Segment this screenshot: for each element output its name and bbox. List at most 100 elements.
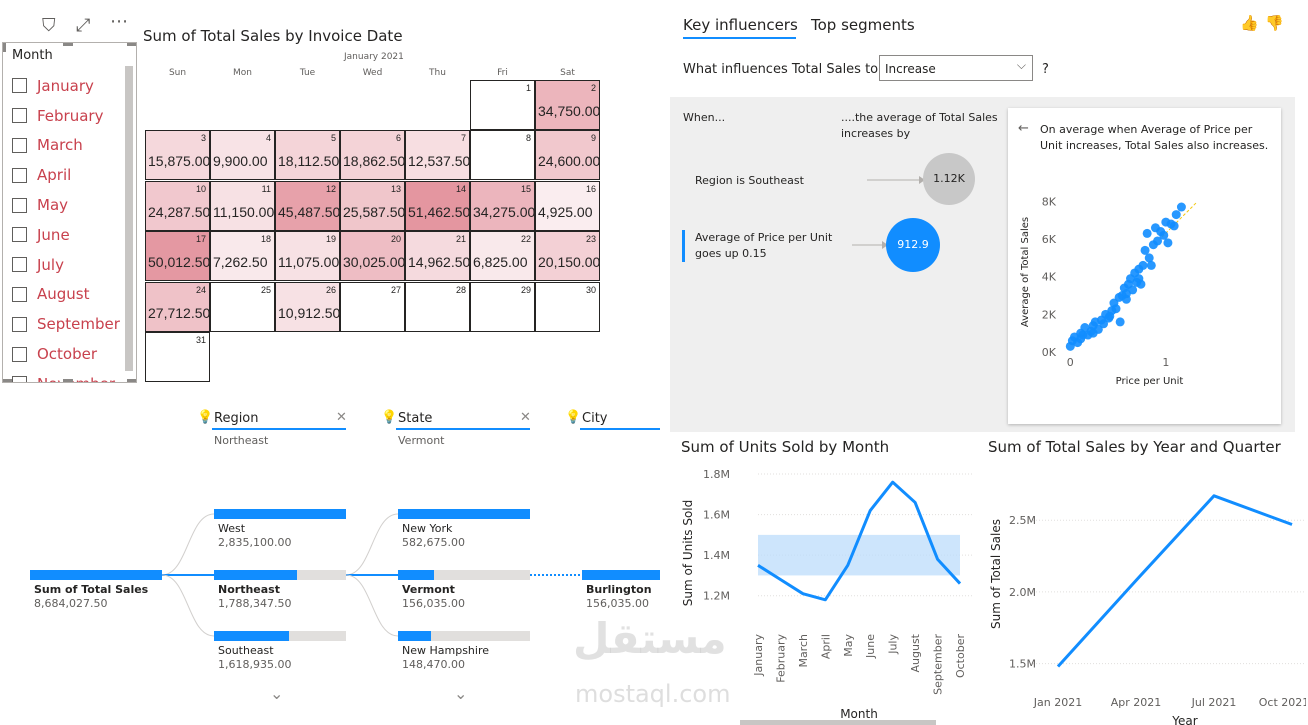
- slicer-item[interactable]: October: [12, 339, 124, 369]
- slicer-item[interactable]: January: [12, 71, 124, 101]
- calendar-day-cell[interactable]: 14 51,462.50: [405, 180, 470, 231]
- slicer-item[interactable]: September: [12, 309, 124, 339]
- calendar-day-cell[interactable]: 22 6,825.00: [470, 231, 535, 282]
- calendar-day-cell[interactable]: 16 4,925.00: [535, 180, 600, 231]
- help-icon[interactable]: ?: [1042, 62, 1049, 77]
- slicer-item[interactable]: May: [12, 190, 124, 220]
- calendar-day-cell[interactable]: 19 11,075.00: [275, 231, 340, 282]
- resize-handle[interactable]: [3, 379, 12, 382]
- calendar-day-cell[interactable]: 15 34,275.00: [470, 180, 535, 231]
- root-node-bar[interactable]: [30, 570, 162, 580]
- region-node-label: West: [218, 522, 246, 535]
- x-tick-label: January: [752, 634, 765, 677]
- calendar-day-cell[interactable]: 20 30,025.00: [340, 231, 405, 282]
- chevron-down-icon[interactable]: ⌄: [454, 684, 468, 703]
- state-node-bar[interactable]: [398, 509, 530, 519]
- bar-fill: [214, 509, 346, 519]
- calendar-day-cell[interactable]: 25: [210, 281, 275, 332]
- level-header[interactable]: City: [582, 411, 608, 426]
- state-node-bar[interactable]: [398, 570, 530, 580]
- increase-dropdown[interactable]: Increase ⌵: [879, 55, 1033, 81]
- resize-handle[interactable]: [127, 379, 136, 382]
- checkbox[interactable]: [12, 376, 27, 382]
- level-header[interactable]: Region: [214, 411, 259, 426]
- close-icon[interactable]: ✕: [336, 410, 347, 425]
- influencer-bubble[interactable]: 912.9: [886, 218, 940, 272]
- calendar-day-cell[interactable]: 6 18,862.50: [340, 130, 405, 181]
- calendar-day-cell[interactable]: 8: [470, 130, 535, 181]
- checkbox[interactable]: [12, 257, 27, 273]
- slicer-item[interactable]: November: [12, 369, 124, 382]
- calendar-day-cell[interactable]: 7 12,537.50: [405, 130, 470, 181]
- calendar-day-cell[interactable]: 28: [405, 281, 470, 332]
- lightbulb-icon[interactable]: 💡: [381, 410, 398, 425]
- level-header[interactable]: State: [398, 411, 433, 426]
- more-options-icon[interactable]: ⋯: [110, 11, 128, 32]
- checkbox[interactable]: [12, 316, 27, 332]
- calendar-day-cell[interactable]: 18 7,262.50: [210, 231, 275, 282]
- checkbox[interactable]: [12, 197, 27, 213]
- calendar-day-cell[interactable]: 27: [340, 281, 405, 332]
- checkbox[interactable]: [12, 346, 27, 362]
- filter-icon[interactable]: ⛉: [42, 15, 56, 36]
- slicer-item[interactable]: July: [12, 250, 124, 280]
- checkbox[interactable]: [12, 137, 27, 153]
- slicer-scrollbar[interactable]: [125, 66, 133, 371]
- day-number: 26: [325, 284, 336, 295]
- state-node-bar[interactable]: [398, 631, 530, 641]
- influencer-region[interactable]: Region is Southeast: [695, 174, 804, 187]
- calendar-day-cell[interactable]: 11 11,150.00: [210, 180, 275, 231]
- checkbox[interactable]: [12, 167, 27, 183]
- calendar-day-cell[interactable]: 9 24,600.00: [535, 130, 600, 181]
- lightbulb-icon[interactable]: 💡: [197, 410, 214, 425]
- resize-handle[interactable]: [127, 43, 136, 46]
- slicer-item[interactable]: March: [12, 131, 124, 161]
- slicer-item[interactable]: February: [12, 101, 124, 131]
- state-node-value: 148,470.00: [402, 658, 465, 671]
- slicer-item[interactable]: August: [12, 280, 124, 310]
- calendar-day-cell[interactable]: 10 24,287.50: [145, 180, 210, 231]
- calendar-day-cell[interactable]: 12 45,487.50: [275, 180, 340, 231]
- checkbox[interactable]: [12, 286, 27, 302]
- focus-mode-icon[interactable]: ⤢: [76, 15, 91, 36]
- checkbox[interactable]: [12, 78, 27, 94]
- calendar-day-cell[interactable]: 30: [535, 281, 600, 332]
- calendar-day-cell[interactable]: 5 18,112.50: [275, 130, 340, 181]
- calendar-day-cell[interactable]: 29: [470, 281, 535, 332]
- thumbs-up-icon[interactable]: 👍: [1240, 14, 1259, 32]
- checkbox[interactable]: [12, 227, 27, 243]
- calendar-day-cell[interactable]: 31: [145, 332, 210, 382]
- city-node-bar[interactable]: [582, 570, 660, 580]
- calendar-day-cell[interactable]: 13 25,587.50: [340, 180, 405, 231]
- calendar-day-cell[interactable]: 24 27,712.50: [145, 281, 210, 332]
- calendar-day-cell[interactable]: 1: [470, 80, 535, 130]
- resize-handle[interactable]: [63, 43, 73, 46]
- chevron-down-icon[interactable]: ⌄: [270, 684, 284, 703]
- calendar-day-cell[interactable]: 2 34,750.00: [535, 80, 600, 130]
- chart-scrollbar[interactable]: [740, 720, 936, 725]
- tab-key-influencers[interactable]: Key influencers: [683, 16, 798, 34]
- influencer-price[interactable]: Average of Price per Unit goes up 0.15: [695, 231, 833, 260]
- lightbulb-icon[interactable]: 💡: [565, 410, 582, 425]
- close-icon[interactable]: ✕: [520, 410, 531, 425]
- level-header-underline: [580, 428, 660, 430]
- calendar-day-cell[interactable]: 3 15,875.00: [145, 130, 210, 181]
- region-node-bar[interactable]: [214, 570, 346, 580]
- resize-handle[interactable]: [63, 379, 73, 382]
- weekday-label: Sat: [560, 68, 575, 78]
- tab-top-segments[interactable]: Top segments: [811, 16, 915, 34]
- influencer-bubble[interactable]: 1.12K: [923, 153, 975, 205]
- slicer-item[interactable]: April: [12, 160, 124, 190]
- calendar-day-cell[interactable]: 26 10,912.50: [275, 281, 340, 332]
- checkbox[interactable]: [12, 108, 27, 124]
- calendar-day-cell[interactable]: 4 9,900.00: [210, 130, 275, 181]
- region-node-bar[interactable]: [214, 509, 346, 519]
- thumbs-down-icon[interactable]: 👎: [1265, 14, 1284, 32]
- slicer-item[interactable]: June: [12, 220, 124, 250]
- back-arrow-icon[interactable]: ←: [1018, 121, 1029, 136]
- calendar-day-cell[interactable]: 23 20,150.00: [535, 231, 600, 282]
- resize-handle[interactable]: [3, 43, 6, 52]
- region-node-bar[interactable]: [214, 631, 346, 641]
- calendar-day-cell[interactable]: 21 14,962.50: [405, 231, 470, 282]
- calendar-day-cell[interactable]: 17 50,012.50: [145, 231, 210, 282]
